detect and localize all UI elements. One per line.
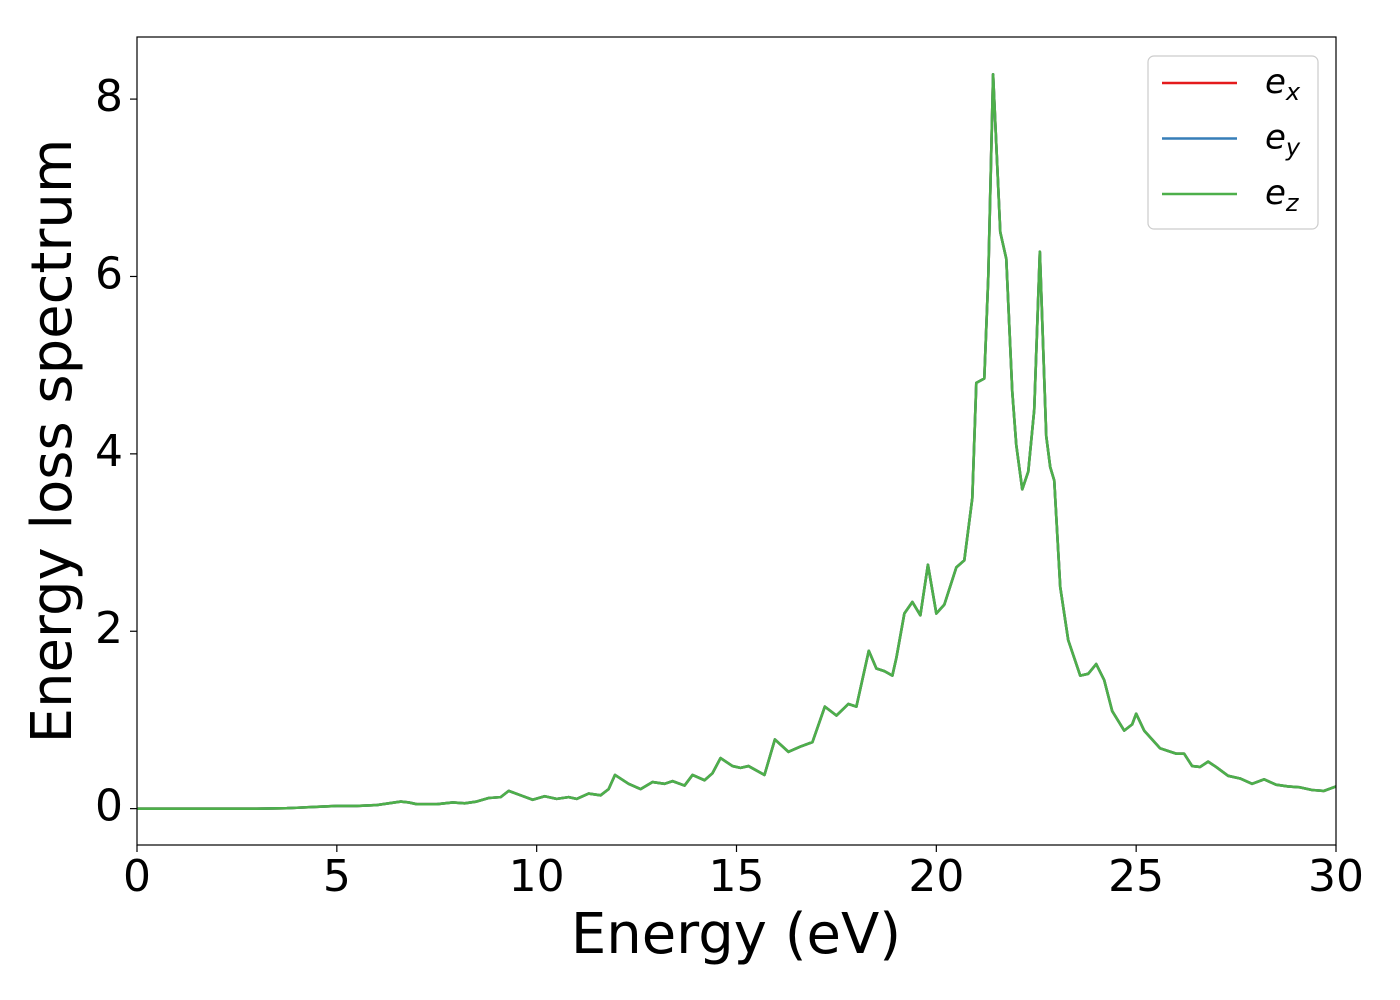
x-tick-label: 15 [709, 851, 765, 902]
legend-box [1147, 55, 1319, 230]
x-tick-label: 5 [323, 851, 351, 902]
y-tick-label: 2 [95, 603, 123, 654]
x-axis-label: Energy (eV) [571, 902, 901, 967]
x-tick-label: 0 [123, 851, 151, 902]
x-tick-label: 10 [509, 851, 565, 902]
y-tick-label: 0 [95, 781, 123, 832]
x-tick-label: 30 [1308, 851, 1364, 902]
y-tick-label: 6 [95, 248, 123, 299]
y-tick-label: 8 [95, 71, 123, 122]
y-axis-label: Energy loss spectrum [20, 139, 85, 744]
x-tick-label: 25 [1108, 851, 1164, 902]
y-tick-label: 4 [95, 426, 123, 477]
data-line [137, 72, 1337, 810]
x-tick-label: 20 [908, 851, 964, 902]
legend-label: ey [1265, 117, 1301, 162]
plot-frame [136, 36, 1337, 846]
legend-label: ex [1265, 62, 1301, 107]
legend-label: ez [1265, 173, 1300, 218]
